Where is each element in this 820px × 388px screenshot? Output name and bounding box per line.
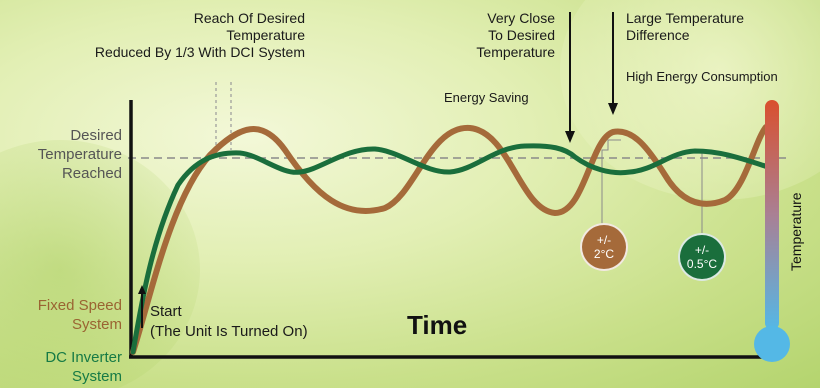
badge-line: +/- — [694, 243, 710, 257]
fixed-speed-label: Fixed Speed System — [37, 297, 122, 333]
desired-temperature-label: Desired Temperature Reached — [37, 127, 122, 182]
dc-inverter-curve — [130, 143, 771, 355]
energy-saving-label: Energy Saving — [444, 90, 529, 105]
high-energy-label: High Energy Consumption — [626, 69, 778, 84]
dc-inverter-tolerance-badge: +/- 0.5°C — [678, 233, 726, 281]
badge-line: 0.5°C — [686, 257, 718, 271]
fixed-speed-tolerance-badge: +/- 2°C — [580, 223, 628, 271]
up-arrow-icon — [138, 285, 146, 294]
thermometer-label: Temperature — [788, 192, 804, 271]
badge-line: 2°C — [593, 247, 615, 261]
start-label: Start (The Unit Is Turned On) — [150, 303, 308, 340]
down-arrow-icon — [608, 103, 618, 115]
dc-inverter-label: DC Inverter System — [45, 349, 122, 385]
time-axis-label: Time — [407, 310, 468, 340]
reach-desired-label: Reach Of Desired Temperature Reduced By … — [94, 10, 305, 60]
fixed-speed-curve — [130, 124, 769, 355]
very-close-label: Very Close To Desired Temperature — [476, 10, 555, 60]
large-difference-label: Large Temperature Difference — [626, 10, 745, 43]
down-arrow-icon — [565, 131, 575, 143]
badge-leader-line — [601, 139, 621, 225]
thermometer-icon — [754, 100, 790, 362]
badge-line: +/- — [596, 233, 612, 247]
